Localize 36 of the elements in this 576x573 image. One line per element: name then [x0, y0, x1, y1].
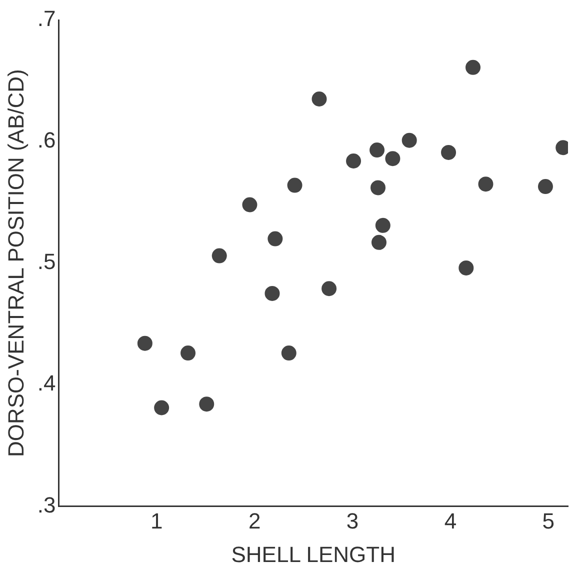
point	[371, 234, 386, 250]
point	[370, 180, 386, 196]
point	[154, 400, 170, 416]
point	[385, 151, 400, 166]
point	[268, 231, 283, 246]
y-tick-label: .4	[37, 370, 56, 396]
x-tick-label: 2	[248, 508, 261, 534]
point	[312, 92, 327, 107]
point	[287, 178, 302, 193]
y-tick-label: .5	[37, 249, 56, 274]
x-tick-label: 1	[150, 508, 163, 534]
point	[180, 346, 196, 361]
point	[346, 154, 362, 168]
point	[375, 218, 390, 233]
point	[281, 346, 296, 361]
point	[538, 179, 553, 194]
x-tick-label: 4	[444, 508, 457, 534]
point	[478, 176, 494, 192]
point	[466, 60, 481, 75]
point	[264, 286, 280, 301]
y-axis-title: DORSO-VENTRAL POSITION (AB/CD)	[3, 69, 28, 458]
point	[199, 396, 214, 412]
y-tick-label: .6	[37, 128, 56, 153]
x-tick-label: 3	[346, 508, 359, 534]
point	[402, 132, 417, 148]
point	[458, 260, 474, 276]
point	[441, 144, 456, 160]
point	[322, 281, 337, 296]
x-axis-title: SHELL LENGTH	[231, 542, 396, 567]
point	[137, 336, 152, 351]
y-tick-label: .7	[37, 6, 56, 32]
x-tick-label: 5	[542, 508, 555, 534]
point	[242, 197, 258, 212]
point	[370, 142, 385, 158]
point	[212, 248, 227, 264]
y-tick-label: .3	[37, 492, 56, 518]
